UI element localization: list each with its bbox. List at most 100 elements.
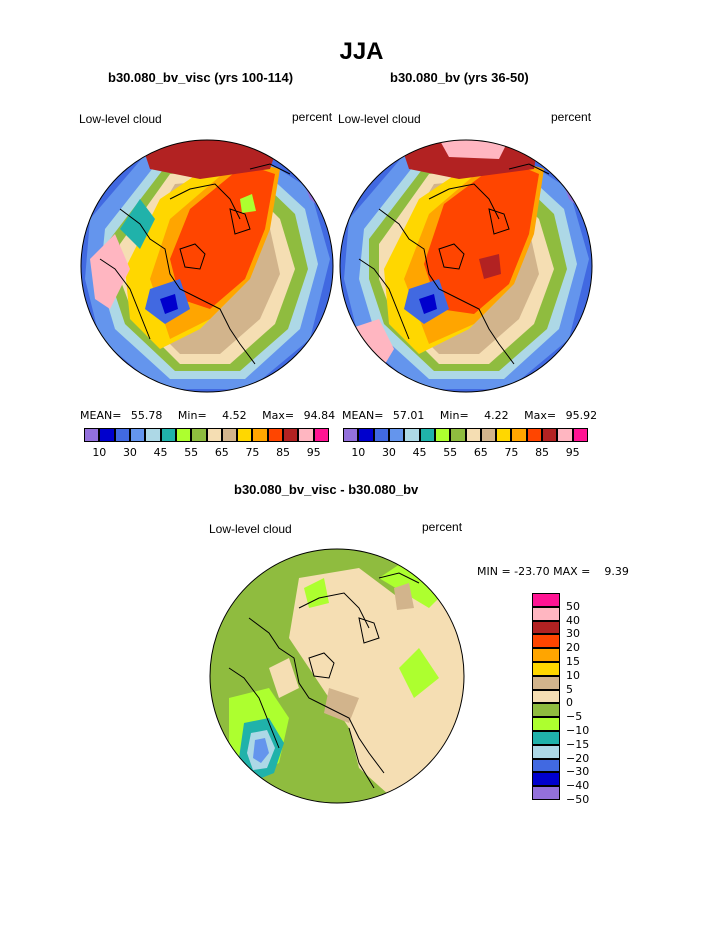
left-mean-value: 55.78 [130, 409, 163, 422]
right-case-title: b30.080_bv (yrs 36-50) [390, 70, 529, 85]
legend-swatch [532, 662, 560, 676]
legend-tick-label: 40 [566, 613, 580, 627]
legend-swatch [532, 648, 560, 662]
colorbar-tick-label: 30 [122, 446, 137, 459]
right-max-label: Max= [524, 409, 557, 422]
legend-tick-label: 50 [566, 599, 580, 613]
legend-tick-label: 15 [566, 655, 580, 668]
colorbar-swatch [283, 428, 299, 442]
legend-swatch [532, 786, 560, 800]
colorbar-swatch [160, 428, 176, 442]
colorbar-swatch [145, 428, 161, 442]
colorbar-tick-label: 95 [306, 446, 321, 459]
colorbar-swatch [221, 428, 238, 442]
left-min-value: 4.52 [222, 409, 247, 422]
colorbar-swatch [542, 428, 558, 442]
legend-tick-label: −40 [566, 779, 590, 793]
colorbar-swatch [388, 428, 405, 442]
colorbar-swatch [404, 428, 420, 442]
colorbar-swatch [358, 428, 374, 442]
legend-swatch [532, 606, 560, 621]
legend-tick-label: 5 [566, 682, 573, 696]
colorbar-swatch [298, 428, 314, 442]
legend-swatch [532, 634, 560, 649]
colorbar-swatch [237, 428, 253, 442]
colorbar-tick-label: 95 [565, 446, 580, 459]
colorbar-tick-label: 65 [214, 446, 229, 459]
colorbar-swatch [343, 428, 359, 442]
legend-tick-label: 20 [566, 641, 580, 655]
colorbar-swatch [206, 428, 222, 442]
difference-minmax: MIN = -23.70 MAX = 9.39 [477, 565, 629, 578]
legend-swatch [532, 703, 560, 718]
left-min-label: Min= [177, 409, 207, 422]
right-colorbar [343, 428, 588, 442]
colorbar-tick-label: 10 [92, 446, 107, 459]
legend-tick-label: −20 [566, 751, 590, 765]
colorbar-swatch [480, 428, 497, 442]
left-polar-map [80, 139, 334, 393]
difference-units-label: percent [422, 520, 463, 534]
left-max-value: 94.84 [303, 409, 336, 422]
colorbar-tick-label: 10 [351, 446, 366, 459]
legend-swatch [532, 731, 560, 745]
colorbar-tick-label: 45 [153, 446, 168, 459]
legend-tick-label: 10 [566, 668, 580, 682]
colorbar-swatch [572, 428, 588, 442]
colorbar-swatch [191, 428, 207, 442]
legend-tick-label: −50 [566, 793, 590, 806]
left-colorbar-ticks: 10 30 45 55 65 75 85 95 [84, 446, 329, 460]
legend-tick-label: −15 [566, 737, 590, 751]
colorbar-tick-label: 55 [443, 446, 458, 459]
legend-tick-label: −5 [566, 710, 583, 724]
colorbar-swatch [496, 428, 512, 442]
right-max-value: 95.92 [565, 409, 598, 422]
difference-polar-map [209, 548, 465, 804]
colorbar-swatch [526, 428, 543, 442]
legend-swatch [532, 717, 560, 731]
colorbar-swatch [434, 428, 451, 442]
left-max-label: Max= [262, 409, 295, 422]
right-min-label: Min= [439, 409, 469, 422]
colorbar-swatch [313, 428, 329, 442]
legend-swatch [532, 744, 560, 759]
colorbar-swatch [252, 428, 268, 442]
left-colorbar [84, 428, 329, 442]
colorbar-swatch [84, 428, 100, 442]
left-units-label: percent [292, 110, 333, 124]
figure-title: JJA [339, 38, 384, 65]
left-stats: MEAN= 55.78 Min= 4.52 Max= 94.84 [80, 409, 335, 422]
colorbar-swatch [511, 428, 527, 442]
colorbar-swatch [465, 428, 481, 442]
right-min-value: 4.22 [484, 409, 509, 422]
colorbar-swatch [450, 428, 466, 442]
left-mean-label: MEAN= [80, 409, 122, 422]
right-colorbar-ticks: 10 30 45 55 65 75 85 95 [343, 446, 588, 460]
right-polar-map [339, 139, 593, 393]
difference-variable-label: Low-level cloud [209, 522, 292, 536]
right-units-label: percent [551, 110, 592, 124]
colorbar-tick-label: 75 [245, 446, 260, 459]
legend-swatch [532, 689, 560, 704]
legend-swatch [532, 593, 560, 607]
colorbar-swatch [267, 428, 284, 442]
colorbar-tick-label: 45 [412, 446, 427, 459]
legend-swatch [532, 675, 560, 690]
legend-swatch [532, 758, 560, 773]
legend-tick-label: −30 [566, 765, 590, 779]
colorbar-swatch [419, 428, 435, 442]
left-variable-label: Low-level cloud [79, 112, 162, 126]
right-mean-label: MEAN= [342, 409, 384, 422]
colorbar-swatch [373, 428, 389, 442]
right-variable-label: Low-level cloud [338, 112, 421, 126]
colorbar-swatch [129, 428, 146, 442]
legend-swatch [532, 620, 560, 635]
colorbar-tick-label: 30 [381, 446, 396, 459]
colorbar-tick-label: 75 [504, 446, 519, 459]
colorbar-tick-label: 85 [276, 446, 291, 459]
legend-swatch [532, 772, 560, 787]
legend-tick-label: 30 [566, 627, 580, 641]
colorbar-swatch [557, 428, 573, 442]
legend-tick-label: −10 [566, 724, 590, 737]
colorbar-tick-label: 85 [535, 446, 550, 459]
